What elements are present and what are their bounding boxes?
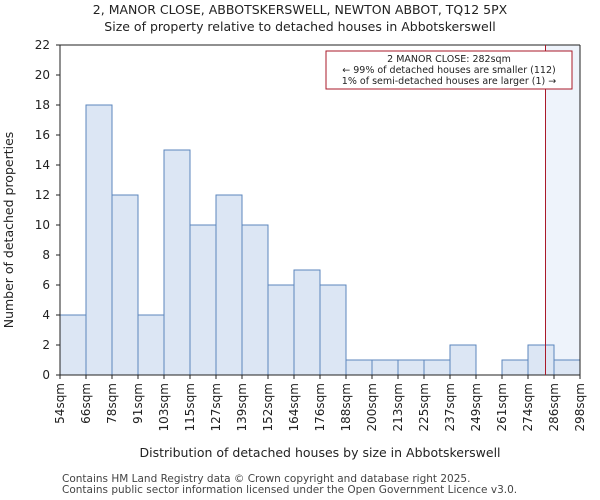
bar-78sqm xyxy=(111,194,139,376)
y-tick-label-8: 8 xyxy=(42,248,50,262)
x-tick-label-298sqm: 298sqm xyxy=(573,383,587,431)
x-tick-label-78sqm: 78sqm xyxy=(105,383,119,424)
x-tick-label-115sqm: 115sqm xyxy=(183,383,197,431)
axes-group xyxy=(59,44,581,376)
bar-127sqm xyxy=(215,194,243,376)
bar-91sqm xyxy=(137,314,165,376)
y-tick-label-18: 18 xyxy=(35,98,50,112)
y-tick-label-2: 2 xyxy=(42,338,50,352)
y-tick-label-12: 12 xyxy=(35,188,50,202)
bar-115sqm xyxy=(189,224,217,376)
y-tick-label-4: 4 xyxy=(42,308,50,322)
annotation-line-2: ← 99% of detached houses are smaller (11… xyxy=(342,65,555,76)
x-tick-label-249sqm: 249sqm xyxy=(469,383,483,431)
x-tick-label-91sqm: 91sqm xyxy=(131,383,145,424)
bar-274sqm xyxy=(527,344,555,376)
highlight-region xyxy=(545,45,580,375)
y-tick-label-14: 14 xyxy=(35,158,50,172)
chart-title: 2, MANOR CLOSE, ABBOTSKERSWELL, NEWTON A… xyxy=(93,2,508,17)
bar-139sqm xyxy=(241,224,269,376)
x-tick-label-127sqm: 127sqm xyxy=(209,383,223,431)
footer-licence: Contains public sector information licen… xyxy=(62,484,518,496)
y-tick-label-6: 6 xyxy=(42,278,50,292)
x-tick-label-164sqm: 164sqm xyxy=(287,383,301,431)
bar-176sqm xyxy=(319,284,347,376)
annotation-line-1: 2 MANOR CLOSE: 282sqm xyxy=(387,54,511,65)
annotation-box xyxy=(325,50,573,90)
x-tick-label-54sqm: 54sqm xyxy=(53,383,67,424)
y-tick-label-0: 0 xyxy=(42,368,50,382)
x-tick-label-66sqm: 66sqm xyxy=(79,383,93,424)
x-tick-label-188sqm: 188sqm xyxy=(339,383,353,431)
x-tick-label-139sqm: 139sqm xyxy=(235,383,249,431)
x-ticks-group: 54sqm 66sqm 78sqm 91sqm 103sqm 115sqm 127sqm 13… xyxy=(53,375,587,431)
x-tick-label-237sqm: 237sqm xyxy=(443,383,457,431)
y-tick-label-20: 20 xyxy=(35,68,50,82)
x-tick-label-200sqm: 200sqm xyxy=(365,383,379,431)
y-tick-label-22: 22 xyxy=(35,38,50,52)
bars-group xyxy=(59,104,581,376)
x-tick-label-103sqm: 103sqm xyxy=(157,383,171,431)
chart-subtitle: Size of property relative to detached ho… xyxy=(104,19,495,34)
x-tick-label-152sqm: 152sqm xyxy=(261,383,275,431)
bar-103sqm xyxy=(163,149,191,376)
x-tick-label-274sqm: 274sqm xyxy=(521,383,535,431)
marker-group: 2 MANOR CLOSE: 282sqm← 99% of detached h… xyxy=(325,45,573,375)
x-tick-label-261sqm: 261sqm xyxy=(495,383,509,431)
bar-237sqm xyxy=(449,344,477,376)
y-ticks-group: 0 2 4 6 8 10 12 14 16 18 20 22 xyxy=(35,38,60,382)
x-axis-label: Distribution of detached houses by size … xyxy=(139,445,500,460)
bar-286sqm xyxy=(553,359,581,376)
bar-261sqm xyxy=(501,359,529,376)
bar-200sqm xyxy=(371,359,399,376)
footer-copyright: Contains HM Land Registry data © Crown c… xyxy=(62,473,471,485)
annotation-line-3: 1% of semi-detached houses are larger (1… xyxy=(342,76,556,87)
y-tick-label-10: 10 xyxy=(35,218,50,232)
x-tick-label-176sqm: 176sqm xyxy=(313,383,327,431)
y-tick-label-16: 16 xyxy=(35,128,50,142)
bar-164sqm xyxy=(293,269,321,376)
bar-225sqm xyxy=(423,359,451,376)
y-axis-label: Number of detached properties xyxy=(1,132,16,329)
x-tick-label-225sqm: 225sqm xyxy=(417,383,431,431)
bar-152sqm xyxy=(267,284,295,376)
bar-54sqm xyxy=(59,314,87,376)
bar-188sqm xyxy=(345,359,373,376)
bar-66sqm xyxy=(85,104,113,376)
bar-213sqm xyxy=(397,359,425,376)
x-tick-label-213sqm: 213sqm xyxy=(391,383,405,431)
x-tick-label-286sqm: 286sqm xyxy=(547,383,561,431)
